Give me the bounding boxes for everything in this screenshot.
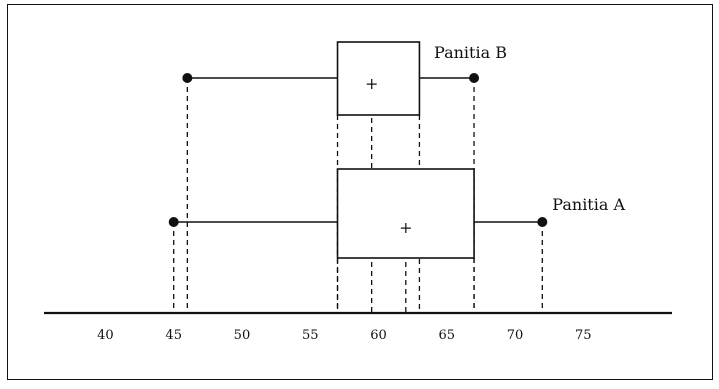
x-tick-label: 65 <box>438 328 455 343</box>
min-point <box>168 217 179 227</box>
box-plots: ++ <box>168 41 548 259</box>
min-point <box>182 73 193 83</box>
x-tick-labels: 40 45 50 55 60 65 70 75 <box>97 328 591 343</box>
series-label: Panitia A <box>552 195 625 214</box>
series-labels: Panitia B Panitia A <box>434 43 625 214</box>
x-tick-label: 55 <box>302 328 319 343</box>
x-tick-label: 40 <box>97 328 114 343</box>
x-tick-label: 45 <box>165 328 182 343</box>
x-tick-label: 70 <box>507 328 524 343</box>
iqr-box <box>336 168 475 259</box>
series-label: Panitia B <box>434 43 507 62</box>
mean-marker: + <box>399 218 412 237</box>
iqr-box <box>336 41 421 116</box>
x-tick-label: 75 <box>575 328 592 343</box>
mean-marker: + <box>365 74 378 93</box>
x-tick-label: 60 <box>370 328 387 343</box>
max-point <box>537 217 548 227</box>
x-tick-label: 50 <box>234 328 251 343</box>
max-point <box>469 73 480 83</box>
